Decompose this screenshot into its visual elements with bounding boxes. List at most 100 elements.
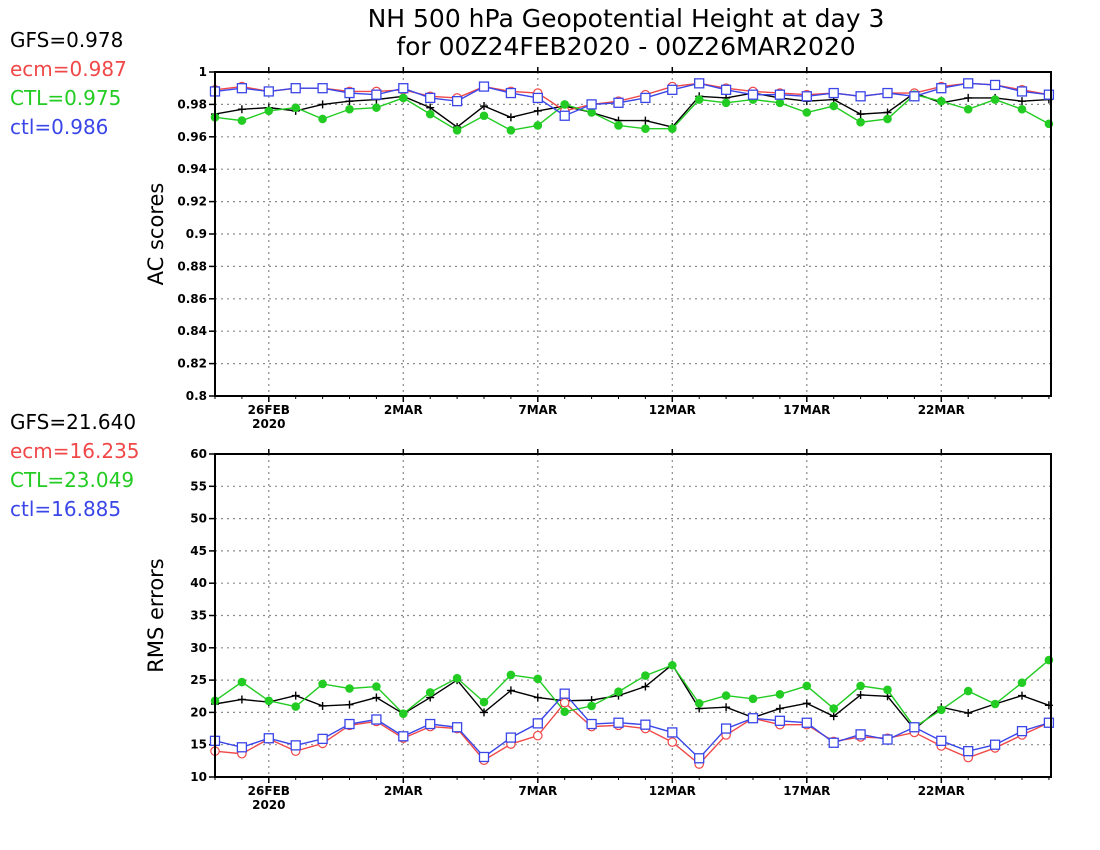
- data-point-ctl-lower: [720, 723, 732, 734]
- data-point-ctl-lower: [1016, 725, 1028, 737]
- data-point-ctl-lower: [855, 91, 866, 102]
- data-point-ctl-upper: [425, 688, 435, 697]
- data-point-gfs: [775, 704, 784, 713]
- data-point-gfs: [722, 703, 731, 712]
- series-line-gfs: [214, 663, 1050, 731]
- data-point-ctl-upper: [802, 681, 812, 691]
- data-point-ctl-lower: [532, 718, 543, 729]
- score-label-gfs: GFS=0.978: [10, 28, 123, 52]
- data-point-ecm: [532, 730, 543, 741]
- data-point-ctl-lower: [963, 78, 974, 89]
- data-point-ctl-lower: [774, 89, 786, 100]
- data-point-ecm: [559, 697, 570, 708]
- data-point-ctl-upper: [829, 704, 839, 713]
- data-point-ctl-upper: [668, 124, 677, 133]
- plot-frame: [214, 71, 1052, 397]
- chart-panel-1: 0.80.820.840.860.880.90.920.940.960.9812…: [10, 28, 1055, 431]
- data-point-ctl-upper: [587, 701, 596, 711]
- series-line-ctl-lower: [214, 692, 1050, 760]
- score-label-ecm: ecm=0.987: [10, 57, 127, 81]
- data-point-ctl-upper: [990, 699, 1000, 709]
- score-label-ctl-upper: CTL=23.049: [10, 468, 134, 492]
- y-tick-label: 35: [190, 609, 207, 623]
- data-point-ctl-lower: [317, 83, 328, 94]
- y-tick-label: 0.9: [186, 227, 207, 241]
- data-point-ctl-lower: [290, 740, 301, 751]
- y-tick-label: 0.98: [177, 97, 207, 111]
- data-point-ctl-upper: [399, 709, 408, 718]
- data-point-gfs: [372, 693, 381, 702]
- data-point-ctl-upper: [1017, 104, 1027, 114]
- data-point-gfs: [480, 102, 488, 111]
- data-point-ctl-upper: [425, 109, 435, 119]
- y-tick-label: 0.8: [186, 389, 207, 403]
- data-point-ctl-lower: [640, 92, 651, 104]
- score-label-ecm: ecm=16.235: [10, 439, 140, 463]
- data-point-gfs: [533, 106, 542, 115]
- data-point-gfs: [345, 700, 354, 709]
- y-axis-label: RMS errors: [144, 558, 168, 673]
- y-tick-label: 30: [190, 641, 207, 655]
- y-tick-label: 15: [190, 738, 207, 752]
- data-point-gfs: [641, 116, 650, 125]
- y-tick-label: 0.92: [177, 195, 207, 209]
- data-point-gfs: [237, 105, 246, 114]
- x-tick-label: 12MAR: [649, 403, 696, 417]
- data-point-ctl-lower: [478, 81, 490, 92]
- data-point-ctl-upper: [452, 673, 462, 683]
- data-point-ctl-lower: [586, 718, 597, 730]
- y-tick-label: 0.94: [177, 162, 207, 176]
- data-point-ctl-upper: [479, 697, 489, 707]
- data-point-ctl-lower: [667, 84, 678, 95]
- data-point-ctl-upper: [533, 121, 543, 130]
- y-tick-label: 1: [199, 65, 207, 79]
- data-point-ctl-lower: [425, 718, 436, 730]
- data-point-ctl-lower: [263, 733, 274, 744]
- data-point-ctl-lower: [290, 83, 301, 94]
- data-point-ctl-lower: [801, 91, 812, 102]
- data-point-ctl-upper: [721, 98, 731, 108]
- data-point-gfs: [318, 701, 327, 710]
- x-tick-sublabel: 2020: [252, 798, 285, 812]
- data-point-ctl-lower: [344, 718, 355, 730]
- data-point-ecm: [667, 737, 678, 747]
- data-point-gfs: [856, 690, 865, 699]
- data-point-ctl-lower: [613, 97, 624, 108]
- data-point-ctl-lower: [882, 87, 893, 99]
- y-tick-label: 55: [190, 479, 207, 493]
- data-point-gfs: [1018, 691, 1026, 700]
- data-point-ctl-upper: [883, 114, 892, 124]
- data-point-ctl-lower: [559, 110, 570, 121]
- chart-title-line1: NH 500 hPa Geopotential Height at day 3: [368, 4, 885, 33]
- data-point-ctl-lower: [694, 753, 705, 764]
- data-point-ctl-upper: [560, 100, 570, 109]
- x-tick-label: 22MAR: [918, 784, 965, 798]
- data-point-ctl-lower: [963, 746, 974, 757]
- y-tick-label: 45: [190, 544, 207, 558]
- data-point-ctl-upper: [694, 699, 704, 708]
- data-point-ctl-upper: [775, 98, 785, 108]
- data-point-ctl-lower: [667, 727, 678, 738]
- y-tick-label: 20: [190, 705, 207, 719]
- data-point-ctl-lower: [425, 92, 436, 104]
- data-point-gfs: [506, 113, 515, 122]
- data-point-ctl-upper: [237, 677, 247, 687]
- data-point-ctl-upper: [372, 103, 381, 112]
- data-point-ctl-lower: [720, 84, 732, 95]
- y-tick-label: 25: [190, 673, 207, 687]
- chart-title-line2: for 00Z24FEB2020 - 00Z26MAR2020: [396, 32, 855, 61]
- data-point-ctl-lower: [236, 742, 248, 753]
- data-point-ctl-lower: [505, 732, 517, 743]
- data-point-ctl-upper: [452, 126, 462, 135]
- data-point-ctl-lower: [451, 96, 463, 107]
- data-point-gfs: [291, 691, 300, 700]
- data-point-ctl-lower: [1016, 86, 1028, 97]
- x-tick-label: 26FEB: [248, 784, 290, 798]
- data-point-ctl-lower: [371, 89, 382, 100]
- data-point-ctl-upper: [506, 126, 516, 135]
- data-point-ctl-upper: [802, 108, 812, 117]
- y-tick-label: 0.86: [177, 292, 207, 306]
- data-point-ctl-lower: [586, 99, 597, 110]
- data-point-ctl-upper: [560, 707, 570, 717]
